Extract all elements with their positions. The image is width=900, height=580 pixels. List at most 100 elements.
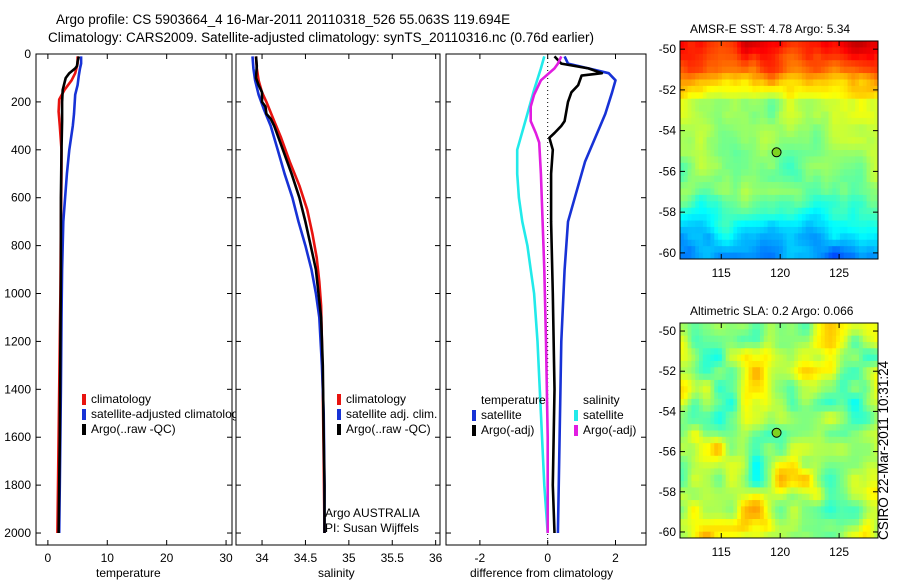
heat-cell bbox=[695, 233, 700, 241]
heat-cell bbox=[832, 79, 837, 87]
heat-cell bbox=[771, 487, 776, 495]
heat-cell bbox=[851, 341, 856, 349]
heat-cell bbox=[695, 455, 700, 463]
heat-cell bbox=[843, 137, 848, 144]
heat-cell bbox=[820, 392, 826, 400]
x-tick-label: 36 bbox=[429, 551, 443, 565]
heat-cell bbox=[771, 98, 776, 106]
temperature-frame bbox=[35, 53, 233, 546]
heat-cell bbox=[763, 519, 768, 526]
heat-cell bbox=[737, 124, 742, 132]
heat-cell bbox=[702, 512, 708, 520]
heat-cell bbox=[813, 117, 818, 125]
heat-cell bbox=[771, 201, 776, 209]
heat-cell bbox=[699, 398, 704, 406]
heat-cell bbox=[733, 226, 738, 234]
heat-cell bbox=[771, 329, 776, 337]
heat-cell bbox=[718, 481, 723, 488]
heat-cell bbox=[767, 525, 772, 533]
heat-cell bbox=[748, 156, 753, 164]
heat-cell bbox=[832, 98, 837, 106]
heat-cell bbox=[706, 335, 711, 343]
heat-cell bbox=[851, 348, 856, 356]
heat-cell bbox=[744, 323, 749, 330]
heat-cell bbox=[710, 79, 715, 87]
heat-cell bbox=[866, 239, 871, 247]
heat-cell bbox=[710, 487, 715, 495]
heat-cell bbox=[832, 252, 837, 260]
heat-cell bbox=[866, 85, 871, 93]
heat-cell bbox=[858, 137, 864, 144]
heat-cell bbox=[752, 512, 757, 520]
heat-cell bbox=[839, 130, 845, 138]
heat-cell bbox=[718, 417, 723, 425]
heat-cell bbox=[718, 519, 723, 526]
heat-cell bbox=[782, 85, 788, 93]
legend-swatch bbox=[82, 409, 86, 420]
heat-cell bbox=[851, 417, 856, 425]
heat-cell bbox=[828, 500, 833, 507]
heat-cell bbox=[836, 500, 841, 507]
heat-cell bbox=[695, 182, 700, 189]
heat-cell bbox=[748, 105, 753, 112]
heat-cell bbox=[748, 143, 753, 151]
heat-cell bbox=[759, 506, 765, 514]
heat-cell bbox=[874, 233, 879, 241]
heat-cell bbox=[687, 220, 692, 228]
heat-cell bbox=[744, 443, 749, 450]
heat-cell bbox=[714, 79, 719, 87]
heat-cell bbox=[775, 487, 780, 495]
heat-cell bbox=[855, 124, 860, 132]
heat-cell bbox=[862, 239, 867, 247]
heat-cell bbox=[801, 66, 807, 74]
heat-cell bbox=[771, 386, 776, 393]
heat-cell bbox=[718, 360, 723, 368]
heat-cell bbox=[706, 373, 711, 381]
heat-cell bbox=[729, 386, 734, 393]
heat-cell bbox=[798, 367, 803, 374]
heat-cell bbox=[725, 150, 730, 157]
heat-cell bbox=[817, 474, 822, 482]
heat-cell bbox=[798, 220, 803, 228]
x-tick-label: 30 bbox=[219, 551, 233, 565]
heat-cell bbox=[737, 117, 742, 125]
heat-cell bbox=[847, 500, 852, 507]
heat-cell bbox=[813, 226, 818, 234]
heat-cell bbox=[691, 175, 696, 183]
heat-cell bbox=[798, 449, 803, 457]
x-tick-label: 120 bbox=[770, 545, 790, 559]
heat-cell bbox=[866, 246, 871, 253]
heat-cell bbox=[699, 214, 704, 221]
heat-cell bbox=[725, 252, 730, 260]
heat-cell bbox=[775, 233, 780, 241]
heat-cell bbox=[775, 449, 780, 457]
heat-cell bbox=[824, 379, 829, 387]
x-tick-label: 34 bbox=[255, 551, 269, 565]
heat-cell bbox=[779, 214, 784, 221]
heat-cell bbox=[820, 525, 826, 533]
heat-cell bbox=[874, 455, 879, 463]
heat-cell bbox=[786, 130, 791, 138]
heat-cell bbox=[767, 246, 772, 253]
heat-cell bbox=[740, 188, 746, 196]
heat-cell bbox=[862, 424, 867, 431]
heat-cell bbox=[767, 386, 772, 393]
heat-cell bbox=[832, 417, 837, 425]
heat-cell bbox=[820, 500, 826, 507]
heat-cell bbox=[687, 73, 692, 80]
heat-cell bbox=[851, 41, 856, 48]
heat-cell bbox=[733, 53, 738, 61]
heat-cell bbox=[729, 449, 734, 457]
heat-cell bbox=[866, 348, 871, 356]
heat-cell bbox=[790, 137, 795, 144]
heat-cell bbox=[858, 207, 864, 215]
heat-cell bbox=[786, 392, 791, 400]
heat-cell bbox=[836, 424, 841, 431]
heat-cell bbox=[786, 233, 791, 241]
heat-cell bbox=[740, 73, 746, 80]
heat-cell bbox=[801, 354, 807, 362]
heat-cell bbox=[858, 493, 864, 501]
heat-cell bbox=[874, 207, 879, 215]
sla-map-cells bbox=[680, 323, 879, 539]
legend-swatch bbox=[82, 394, 86, 405]
